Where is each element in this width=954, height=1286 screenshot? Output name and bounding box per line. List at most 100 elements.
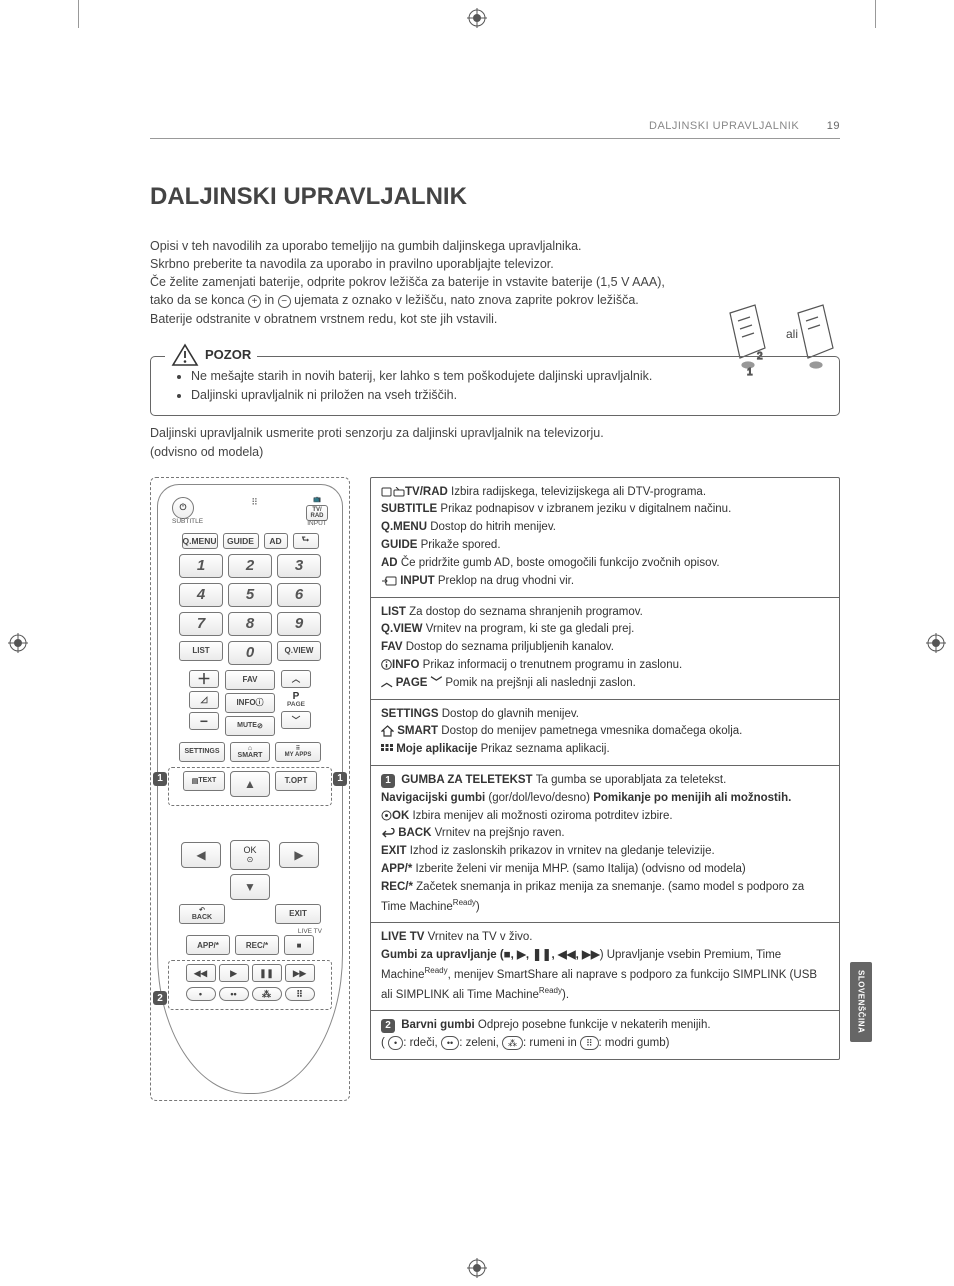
description-row: BACK Vrnitev na prejšnjo raven. bbox=[381, 825, 829, 843]
vol-down: − bbox=[189, 712, 219, 730]
minus-icon: − bbox=[278, 295, 291, 308]
playback-section: ◀◀ ▶ ❚❚ ▶▶ 2 • •• ⁂ ⠿ bbox=[168, 960, 332, 1010]
play-button: ▶ bbox=[219, 964, 249, 982]
description-row: AD Če pridržite gumb AD, boste omogočili… bbox=[381, 555, 829, 573]
nav-down: ▼ bbox=[230, 874, 270, 900]
rewind-button: ◀◀ bbox=[186, 964, 216, 982]
warning-icon bbox=[171, 343, 199, 367]
intro-line: Skrbno preberite ta navodila za uporabo … bbox=[150, 255, 690, 273]
description-row: INPUT Preklop na drug vhodni vir. bbox=[381, 573, 829, 591]
description-row: SMART Dostop do menijev pametnega vmesni… bbox=[381, 723, 829, 741]
callout-2: 2 bbox=[153, 991, 167, 1005]
description-row: APP/* Izberite želeni vir menija MHP. (s… bbox=[381, 861, 829, 879]
num-4: 4 bbox=[179, 583, 223, 607]
qmenu-button: Q.MENU bbox=[182, 533, 218, 549]
back-button: ↶BACK bbox=[179, 904, 225, 924]
vol-up: ＋ bbox=[189, 670, 219, 688]
qview-button: Q.VIEW bbox=[277, 641, 321, 661]
list-button: LIST bbox=[179, 641, 223, 661]
description-row: 2 Barvni gumbi Odprejo posebne funkcije … bbox=[381, 1017, 829, 1035]
description-section: 2 Barvni gumbi Odprejo posebne funkcije … bbox=[371, 1011, 839, 1059]
description-row: REC/* Začetek snemanja in prikaz menija … bbox=[381, 879, 829, 916]
nav-pad: ◀ OK⊙ ▶ ▼ bbox=[181, 810, 319, 900]
intro-line: Baterije odstranite v obratnem vrstnem r… bbox=[150, 310, 690, 328]
or-label: ali bbox=[786, 327, 798, 341]
app-button: APP/* bbox=[186, 935, 230, 955]
header-rule bbox=[150, 138, 840, 139]
description-row: SETTINGS Dostop do glavnih menijev. bbox=[381, 706, 829, 724]
description-row: LIVE TV Vrnitev na TV v živo. bbox=[381, 929, 829, 947]
num-5: 5 bbox=[228, 583, 272, 607]
red-button: • bbox=[186, 987, 216, 1001]
running-head-text: DALJINSKI UPRAVLJALNIK bbox=[649, 120, 799, 132]
description-section: LIST Za dostop do seznama shranjenih pro… bbox=[371, 598, 839, 700]
description-row: Q.VIEW Vrnitev na program, ki ste ga gle… bbox=[381, 621, 829, 639]
mute-button: MUTE ⊘ bbox=[225, 716, 275, 736]
ok-button: OK⊙ bbox=[230, 840, 270, 870]
callout-1-right: 1 bbox=[333, 772, 347, 786]
description-row: GUIDE Prikaže spored. bbox=[381, 537, 829, 555]
intro-line: Če želite zamenjati baterije, odprite po… bbox=[150, 273, 690, 309]
description-section: TV/RAD Izbira radijskega, televizijskega… bbox=[371, 478, 839, 598]
nav-up: ▲ bbox=[230, 771, 270, 797]
num-3: 3 bbox=[277, 554, 321, 578]
page-label: PPAGE bbox=[281, 691, 311, 709]
caution-heading: POZOR bbox=[165, 343, 257, 367]
description-section: 1 GUMBA ZA TELETEKST Ta gumba se uporabl… bbox=[371, 766, 839, 923]
rec-button: REC/* bbox=[235, 935, 279, 955]
description-section: SETTINGS Dostop do glavnih menijev. SMAR… bbox=[371, 700, 839, 766]
remote-figure: ⏻ SUBTITLE ⠿ 📺 TV/ RAD INPUT Q.MENU bbox=[150, 477, 350, 1102]
vol-icon: ◿ bbox=[189, 691, 219, 709]
guide-button: GUIDE bbox=[223, 533, 259, 549]
input-label: INPUT bbox=[306, 521, 328, 528]
green-button: •• bbox=[219, 987, 249, 1001]
nav-right: ▶ bbox=[279, 842, 319, 868]
description-row: TV/RAD Izbira radijskega, televizijskega… bbox=[381, 484, 829, 502]
after-caution-text: Daljinski upravljalnik usmerite proti se… bbox=[150, 424, 840, 460]
topt-button: T.OPT bbox=[275, 771, 317, 791]
registration-mark-right bbox=[926, 633, 946, 653]
registration-mark-bottom bbox=[467, 1258, 487, 1278]
running-head: DALJINSKI UPRAVLJALNIK 19 bbox=[150, 120, 840, 132]
teletext-section: 1 1 ▤TEXT ▲ T.OPT bbox=[168, 767, 332, 806]
num-9: 9 bbox=[277, 612, 321, 636]
nav-left: ◀ bbox=[181, 842, 221, 868]
caution-box: POZOR Ne mešajte starih in novih baterij… bbox=[150, 356, 840, 417]
intro-text: Opisi v teh navodilih za uporabo temelji… bbox=[150, 237, 690, 328]
language-tab: SLOVENŠČINA bbox=[850, 962, 872, 1042]
page-title: DALJINSKI UPRAVLJALNIK bbox=[150, 183, 840, 211]
description-row: EXIT Izhod iz zaslonskih prikazov in vrn… bbox=[381, 843, 829, 861]
page-down: ﹀ bbox=[281, 711, 311, 729]
num-6: 6 bbox=[277, 583, 321, 607]
description-row: Q.MENU Dostop do hitrih menijev. bbox=[381, 519, 829, 537]
info-button: INFOⓘ bbox=[225, 693, 275, 713]
text-button: ▤TEXT bbox=[183, 771, 225, 791]
tvrad-button: TV/ RAD bbox=[306, 505, 328, 521]
description-row: Gumbi za upravljanje (■, ▶, ❚❚, ◀◀, ▶▶) … bbox=[381, 947, 829, 1004]
registration-mark-top bbox=[467, 8, 487, 28]
description-row: SUBTITLE Prikaz podnapisov v izbranem je… bbox=[381, 501, 829, 519]
description-row: ( •: rdeči, ••: zeleni, ⁂: rumeni in ⠿: … bbox=[381, 1035, 829, 1053]
description-row: FAV Dostop do seznama priljubljenih kana… bbox=[381, 639, 829, 657]
input-button: ⮑ bbox=[293, 533, 319, 549]
page-number: 19 bbox=[827, 120, 840, 132]
description-row: LIST Za dostop do seznama shranjenih pro… bbox=[381, 604, 829, 622]
description-row: ︿ PAGE ﹀ Pomik na prejšnji ali naslednji… bbox=[381, 675, 829, 693]
subtitle-label: SUBTITLE bbox=[172, 519, 203, 526]
callout-1-left: 1 bbox=[153, 772, 167, 786]
button-descriptions: TV/RAD Izbira radijskega, televizijskega… bbox=[370, 477, 840, 1060]
caution-item: Daljinski upravljalnik ni priložen na vs… bbox=[191, 386, 823, 405]
ad-button: AD bbox=[264, 533, 288, 549]
page-up: ︿ bbox=[281, 670, 311, 688]
description-section: LIVE TV Vrnitev na TV v živo.Gumbi za up… bbox=[371, 923, 839, 1011]
blue-button: ⠿ bbox=[285, 987, 315, 1001]
power-button: ⏻ bbox=[172, 497, 194, 519]
description-row: 1 GUMBA ZA TELETEKST Ta gumba se uporabl… bbox=[381, 772, 829, 790]
smart-button: ⌂SMART bbox=[230, 742, 270, 762]
num-7: 7 bbox=[179, 612, 223, 636]
myapps-button: ⠿MY APPS bbox=[275, 742, 321, 762]
settings-button: SETTINGS bbox=[179, 742, 225, 762]
plus-icon: + bbox=[248, 295, 261, 308]
fav-button: FAV bbox=[225, 670, 275, 690]
num-8: 8 bbox=[228, 612, 272, 636]
